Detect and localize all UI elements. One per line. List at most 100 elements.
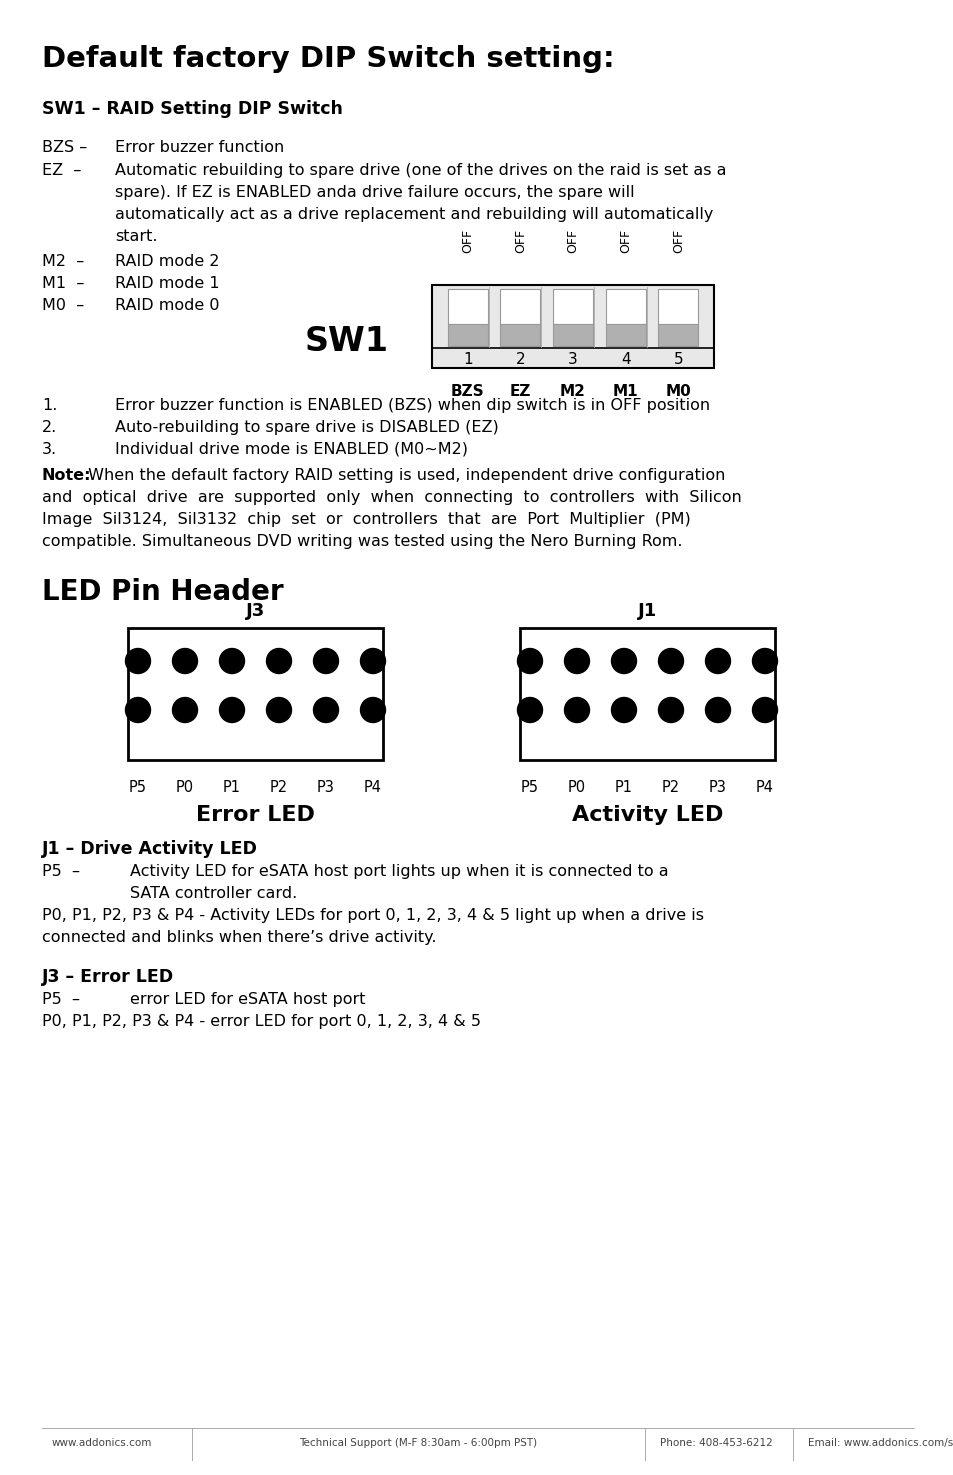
Bar — [605, 289, 645, 324]
Bar — [553, 289, 593, 324]
Text: Error LED: Error LED — [196, 805, 314, 825]
Text: P5  –: P5 – — [42, 993, 80, 1007]
Text: 3.: 3. — [42, 442, 57, 457]
Text: 5: 5 — [673, 351, 682, 366]
Text: OFF: OFF — [514, 229, 526, 254]
Text: RAID mode 1: RAID mode 1 — [115, 276, 219, 291]
Text: connected and blinks when there’s drive activity.: connected and blinks when there’s drive … — [42, 931, 436, 945]
Bar — [658, 324, 698, 347]
Text: P5: P5 — [129, 780, 147, 795]
Circle shape — [564, 698, 589, 723]
Text: 1: 1 — [462, 351, 472, 366]
Text: Activity LED for eSATA host port lights up when it is connected to a: Activity LED for eSATA host port lights … — [130, 864, 668, 879]
Text: Auto-rebuilding to spare drive is DISABLED (EZ): Auto-rebuilding to spare drive is DISABL… — [115, 420, 498, 435]
Text: J3 – Error LED: J3 – Error LED — [42, 968, 174, 985]
Circle shape — [752, 649, 777, 674]
Circle shape — [126, 698, 151, 723]
Bar — [499, 289, 539, 324]
Circle shape — [126, 649, 151, 674]
Text: P5: P5 — [520, 780, 538, 795]
Text: P1: P1 — [223, 780, 241, 795]
Text: automatically act as a drive replacement and rebuilding will automatically: automatically act as a drive replacement… — [115, 207, 713, 223]
Text: Error buzzer function: Error buzzer function — [115, 140, 284, 155]
Text: Activity LED: Activity LED — [571, 805, 722, 825]
Circle shape — [266, 649, 292, 674]
Text: M2  –: M2 – — [42, 254, 84, 268]
Circle shape — [564, 649, 589, 674]
Bar — [553, 324, 593, 347]
Text: spare). If EZ is ENABLED anda drive failure occurs, the spare will: spare). If EZ is ENABLED anda drive fail… — [115, 184, 634, 201]
Bar — [128, 628, 382, 760]
Text: LED Pin Header: LED Pin Header — [42, 578, 283, 606]
Text: Technical Support (M-F 8:30am - 6:00pm PST): Technical Support (M-F 8:30am - 6:00pm P… — [298, 1438, 537, 1448]
Text: P0: P0 — [567, 780, 585, 795]
Bar — [605, 324, 645, 347]
Text: EZ: EZ — [509, 384, 531, 400]
Circle shape — [658, 698, 682, 723]
Text: OFF: OFF — [671, 229, 684, 254]
Text: Error buzzer function is ENABLED (BZS) when dip switch is in OFF position: Error buzzer function is ENABLED (BZS) w… — [115, 398, 709, 413]
Text: M1: M1 — [612, 384, 638, 400]
Text: J3: J3 — [246, 602, 265, 620]
Text: P3: P3 — [316, 780, 335, 795]
Text: J1: J1 — [638, 602, 657, 620]
Text: 2.: 2. — [42, 420, 57, 435]
Text: Individual drive mode is ENABLED (M0~M2): Individual drive mode is ENABLED (M0~M2) — [115, 442, 468, 457]
Circle shape — [517, 698, 542, 723]
Text: M2: M2 — [559, 384, 585, 400]
Text: 3: 3 — [568, 351, 578, 366]
Bar — [432, 285, 713, 367]
Text: Automatic rebuilding to spare drive (one of the drives on the raid is set as a: Automatic rebuilding to spare drive (one… — [115, 164, 726, 178]
Text: P1: P1 — [615, 780, 633, 795]
Text: Phone: 408-453-6212: Phone: 408-453-6212 — [659, 1438, 772, 1448]
Bar — [447, 289, 487, 324]
Text: P2: P2 — [270, 780, 288, 795]
Text: Default factory DIP Switch setting:: Default factory DIP Switch setting: — [42, 46, 614, 72]
Text: EZ  –: EZ – — [42, 164, 81, 178]
Text: start.: start. — [115, 229, 157, 243]
Circle shape — [172, 649, 197, 674]
Text: compatible. Simultaneous DVD writing was tested using the Nero Burning Rom.: compatible. Simultaneous DVD writing was… — [42, 534, 681, 549]
Text: P2: P2 — [661, 780, 679, 795]
Bar — [447, 324, 487, 347]
Text: 1.: 1. — [42, 398, 57, 413]
Text: P0, P1, P2, P3 & P4 - error LED for port 0, 1, 2, 3, 4 & 5: P0, P1, P2, P3 & P4 - error LED for port… — [42, 1013, 480, 1030]
Circle shape — [172, 698, 197, 723]
Text: Email: www.addonics.com/support/query/: Email: www.addonics.com/support/query/ — [807, 1438, 953, 1448]
Bar — [519, 628, 774, 760]
Circle shape — [266, 698, 292, 723]
Text: RAID mode 0: RAID mode 0 — [115, 298, 219, 313]
Text: SW1 – RAID Setting DIP Switch: SW1 – RAID Setting DIP Switch — [42, 100, 342, 118]
Text: P4: P4 — [755, 780, 773, 795]
Circle shape — [658, 649, 682, 674]
Text: Note:: Note: — [42, 468, 91, 482]
Text: BZS: BZS — [451, 384, 484, 400]
Circle shape — [611, 698, 636, 723]
Circle shape — [219, 698, 244, 723]
Text: SW1: SW1 — [305, 324, 389, 358]
Circle shape — [219, 649, 244, 674]
Text: P4: P4 — [364, 780, 381, 795]
Text: P3: P3 — [708, 780, 726, 795]
Text: www.addonics.com: www.addonics.com — [52, 1438, 152, 1448]
Text: P0: P0 — [175, 780, 193, 795]
Text: M0  –: M0 – — [42, 298, 84, 313]
Circle shape — [705, 698, 730, 723]
Bar — [499, 324, 539, 347]
Text: When the default factory RAID setting is used, independent drive configuration: When the default factory RAID setting is… — [83, 468, 724, 482]
Circle shape — [314, 698, 338, 723]
Text: OFF: OFF — [618, 229, 632, 254]
Text: J1 – Drive Activity LED: J1 – Drive Activity LED — [42, 839, 257, 858]
Circle shape — [360, 649, 385, 674]
Text: error LED for eSATA host port: error LED for eSATA host port — [130, 993, 365, 1007]
Circle shape — [705, 649, 730, 674]
Bar — [658, 289, 698, 324]
Text: P0, P1, P2, P3 & P4 - Activity LEDs for port 0, 1, 2, 3, 4 & 5 light up when a d: P0, P1, P2, P3 & P4 - Activity LEDs for … — [42, 909, 703, 923]
Circle shape — [611, 649, 636, 674]
Circle shape — [360, 698, 385, 723]
Text: M1  –: M1 – — [42, 276, 84, 291]
Text: P5  –: P5 – — [42, 864, 80, 879]
Text: 2: 2 — [515, 351, 524, 366]
Text: OFF: OFF — [566, 229, 578, 254]
Text: BZS –: BZS – — [42, 140, 87, 155]
